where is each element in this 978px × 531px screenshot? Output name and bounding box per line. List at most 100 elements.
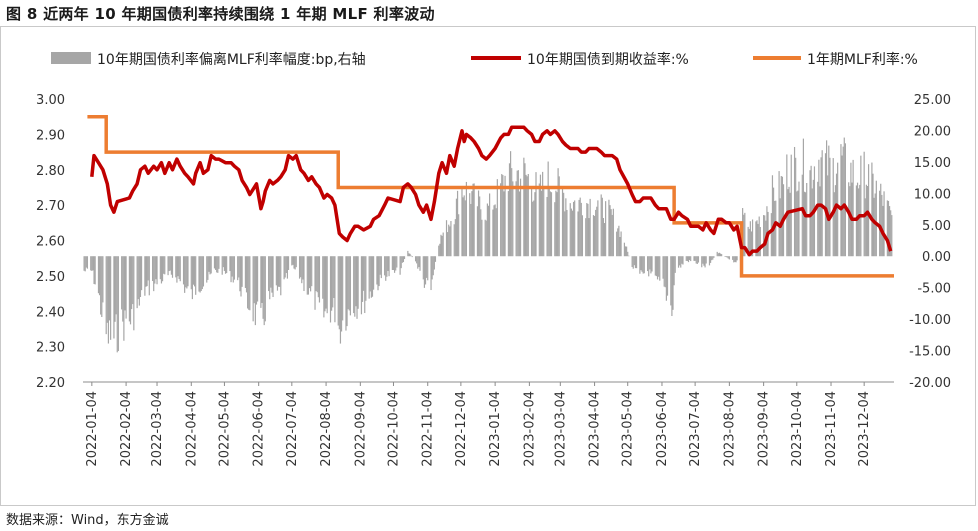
deviation-bar: [201, 256, 203, 290]
deviation-bar: [116, 256, 118, 353]
y-left-tick-label: 2.80: [36, 164, 65, 179]
deviation-bar: [682, 256, 684, 265]
deviation-bar: [818, 159, 820, 257]
deviation-bar: [610, 209, 612, 257]
deviation-bar: [595, 209, 597, 257]
deviation-bar: [315, 256, 317, 292]
deviation-bar: [719, 253, 722, 257]
deviation-bar: [470, 203, 472, 257]
deviation-bar: [542, 171, 544, 257]
y-right-tick-label: 15.00: [914, 156, 951, 171]
deviation-bar: [270, 256, 272, 288]
deviation-bar: [128, 256, 131, 322]
x-tick-label: 2022-01-04: [85, 391, 100, 467]
deviation-bar: [750, 231, 753, 257]
deviation-bar: [410, 255, 412, 257]
deviation-bar: [817, 181, 819, 257]
deviation-bar: [253, 256, 255, 304]
deviation-bar: [635, 256, 638, 269]
deviation-bar: [294, 256, 296, 270]
deviation-bar: [819, 186, 821, 257]
y-left-tick-label: 2.70: [36, 199, 65, 214]
deviation-bar: [283, 256, 285, 280]
deviation-bar: [694, 256, 696, 261]
deviation-bar: [262, 256, 264, 319]
deviation-bar: [864, 198, 866, 257]
deviation-bar: [587, 203, 589, 257]
deviation-bar: [440, 234, 442, 257]
legend-label-bars: 10年期国债利率偏离MLF利率幅度:bp,右轴: [97, 51, 366, 68]
deviation-bar: [98, 256, 101, 296]
deviation-bar: [224, 256, 227, 274]
source-note: 数据来源：Wind，东方金诚: [6, 513, 169, 528]
deviation-bar: [465, 181, 468, 257]
deviation-bar: [549, 191, 551, 257]
y-right-tick-label: 0.00: [922, 250, 951, 265]
x-tick-label: 2022-04-04: [184, 391, 199, 467]
deviation-bar: [697, 256, 700, 263]
deviation-bar: [812, 179, 814, 257]
deviation-bar: [642, 256, 644, 274]
deviation-bar: [550, 192, 553, 257]
y-right-tick-label: -15.00: [909, 345, 951, 360]
deviation-bar: [269, 256, 271, 300]
deviation-bar: [602, 218, 605, 257]
deviation-bar: [526, 176, 528, 257]
deviation-bar: [717, 253, 719, 257]
deviation-bar: [654, 256, 656, 276]
x-tick-label: 2023-08-04: [722, 391, 737, 467]
deviation-bar: [539, 174, 542, 257]
deviation-bar: [384, 256, 386, 276]
deviation-bar: [226, 256, 228, 274]
deviation-bar: [187, 256, 189, 287]
deviation-bar: [702, 256, 704, 264]
deviation-bar: [871, 162, 873, 257]
deviation-bar: [580, 202, 582, 257]
yield-10y-line: [90, 125, 893, 257]
deviation-bar: [643, 256, 645, 274]
deviation-bar: [275, 256, 277, 286]
deviation-bar: [495, 208, 497, 257]
deviation-bar: [518, 191, 521, 257]
deviation-bar: [287, 256, 290, 270]
deviation-bar: [90, 256, 92, 271]
deviation-bar: [140, 256, 143, 291]
deviation-bar: [430, 256, 432, 291]
deviation-bar: [798, 181, 800, 257]
deviation-bar: [891, 215, 893, 257]
deviation-bar: [749, 221, 751, 257]
deviation-bar: [516, 170, 518, 257]
chart: 10年期国债利率偏离MLF利率幅度:bp,右轴 10年期国债到期收益率:% 1年期M…: [36, 51, 951, 467]
deviation-bar: [619, 236, 621, 257]
deviation-bar: [326, 256, 328, 314]
deviation-bar: [663, 256, 665, 287]
deviation-bar: [301, 256, 303, 284]
deviation-bar: [83, 256, 85, 271]
deviation-bar: [501, 174, 503, 257]
deviation-bar: [369, 256, 371, 292]
deviation-bar: [145, 256, 147, 287]
deviation-bar: [277, 256, 280, 287]
deviation-bar: [372, 256, 375, 290]
deviation-bar: [803, 191, 806, 257]
deviation-bar: [793, 146, 796, 257]
deviation-bar: [322, 256, 324, 299]
deviation-bar: [318, 256, 321, 303]
deviation-bar: [139, 256, 142, 298]
deviation-bar: [832, 158, 834, 257]
y-right-tick-label: 10.00: [914, 187, 951, 202]
deviation-bar: [824, 153, 827, 257]
deviation-bar: [393, 256, 396, 273]
deviation-bar: [860, 155, 862, 257]
deviation-bar: [790, 154, 792, 257]
deviation-bar: [354, 256, 356, 317]
deviation-bar: [433, 256, 435, 270]
deviation-bar: [527, 173, 529, 257]
deviation-bar: [585, 218, 587, 257]
deviation-bar: [543, 186, 545, 257]
deviation-bar: [199, 256, 201, 293]
deviation-bar: [202, 256, 205, 287]
deviation-bar: [517, 170, 519, 257]
deviation-bar: [110, 256, 112, 340]
deviation-bar: [217, 256, 219, 273]
